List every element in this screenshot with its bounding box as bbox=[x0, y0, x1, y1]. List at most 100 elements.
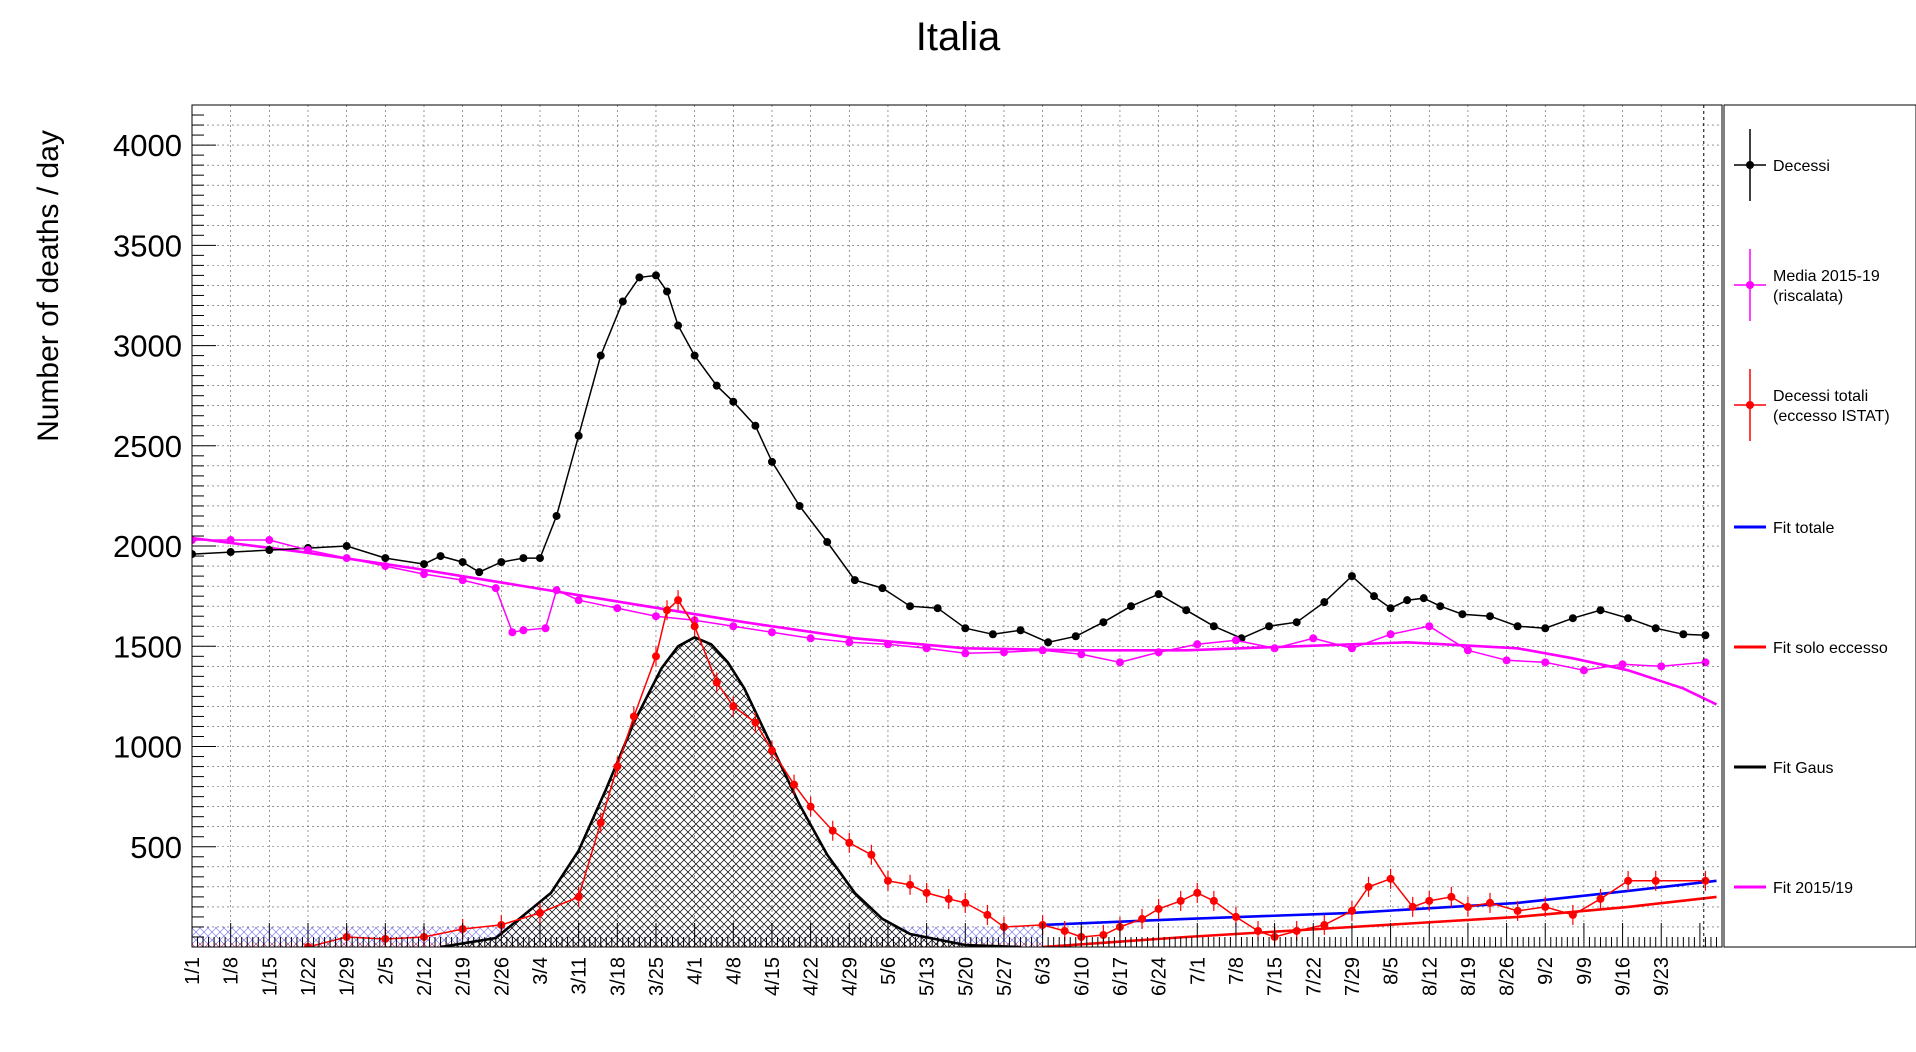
data-point bbox=[944, 894, 953, 903]
x-tick-label: 5/20 bbox=[955, 957, 977, 996]
data-point bbox=[1265, 622, 1274, 631]
x-tick-label: 8/12 bbox=[1419, 957, 1441, 996]
data-point bbox=[1154, 648, 1163, 657]
y-tick-label: 4000 bbox=[113, 128, 182, 163]
data-point bbox=[651, 612, 660, 621]
legend-marker bbox=[1746, 401, 1754, 409]
data-point bbox=[878, 584, 887, 593]
data-point bbox=[381, 554, 390, 563]
y-axis-label: Number of deaths / day bbox=[32, 130, 65, 442]
data-point bbox=[1596, 894, 1605, 903]
data-point bbox=[1624, 614, 1633, 623]
x-tick-label: 9/9 bbox=[1574, 957, 1596, 985]
data-point bbox=[767, 457, 776, 466]
x-tick-label: 7/15 bbox=[1265, 957, 1287, 996]
data-point bbox=[265, 536, 274, 545]
data-point bbox=[1463, 646, 1472, 655]
data-point bbox=[535, 908, 544, 917]
x-tick-label: 9/23 bbox=[1651, 957, 1673, 996]
data-point bbox=[999, 648, 1008, 657]
data-point bbox=[574, 892, 583, 901]
x-tick-label: 6/24 bbox=[1149, 957, 1171, 996]
data-point bbox=[751, 718, 760, 727]
x-tick-label: 2/12 bbox=[414, 957, 436, 996]
data-point bbox=[541, 624, 550, 633]
x-tick-label: 5/27 bbox=[994, 957, 1016, 996]
data-point bbox=[983, 910, 992, 919]
legend-label: Media 2015-19 (riscalata) bbox=[1773, 268, 1880, 305]
data-point bbox=[1347, 906, 1356, 915]
data-point bbox=[1651, 876, 1660, 885]
data-point bbox=[867, 850, 876, 859]
data-point bbox=[823, 538, 832, 547]
data-point bbox=[1624, 876, 1633, 885]
data-point bbox=[828, 826, 837, 835]
y-tick-label: 2500 bbox=[113, 429, 182, 464]
data-point bbox=[1193, 888, 1202, 897]
x-tick-label: 2/19 bbox=[453, 957, 475, 996]
x-tick-label: 8/26 bbox=[1497, 957, 1519, 996]
data-point bbox=[574, 596, 583, 605]
data-point bbox=[1568, 910, 1577, 919]
data-point bbox=[1115, 658, 1124, 667]
data-point bbox=[845, 838, 854, 847]
data-point bbox=[1347, 572, 1356, 581]
data-point bbox=[1408, 902, 1417, 911]
data-point bbox=[790, 780, 799, 789]
y-tick-label: 1000 bbox=[113, 730, 182, 765]
x-tick-label: 1/15 bbox=[259, 957, 281, 996]
data-point bbox=[961, 649, 970, 658]
data-point bbox=[961, 898, 970, 907]
x-tick-label: 6/3 bbox=[1033, 957, 1055, 985]
x-tick-label: 8/5 bbox=[1381, 957, 1403, 985]
data-point bbox=[574, 431, 583, 440]
data-point bbox=[1502, 656, 1511, 665]
x-tick-label: 3/18 bbox=[607, 957, 629, 996]
data-point bbox=[1231, 912, 1240, 921]
data-point bbox=[1425, 622, 1434, 631]
data-point bbox=[1138, 914, 1147, 923]
x-tick-label: 6/10 bbox=[1071, 957, 1093, 996]
data-point bbox=[712, 381, 721, 390]
data-point bbox=[690, 351, 699, 360]
data-point bbox=[674, 321, 683, 330]
y-tick-label: 3500 bbox=[113, 228, 182, 263]
data-point bbox=[1541, 658, 1550, 667]
data-point bbox=[729, 622, 738, 631]
data-point bbox=[883, 640, 892, 649]
x-tick-label: 7/1 bbox=[1187, 957, 1209, 985]
data-point bbox=[1060, 926, 1069, 935]
data-point bbox=[690, 622, 699, 631]
data-point bbox=[1292, 618, 1301, 627]
fill-areas bbox=[192, 637, 1043, 947]
data-point bbox=[922, 888, 931, 897]
data-point bbox=[1126, 602, 1135, 611]
x-tick-label: 7/8 bbox=[1226, 957, 1248, 985]
data-point bbox=[1292, 926, 1301, 935]
y-tick-label: 2000 bbox=[113, 529, 182, 564]
data-point bbox=[1386, 604, 1395, 613]
data-point bbox=[458, 576, 467, 585]
data-point bbox=[419, 560, 428, 569]
x-tick-label: 2/5 bbox=[375, 957, 397, 985]
data-point bbox=[1486, 612, 1495, 621]
series-line bbox=[192, 536, 1718, 706]
x-tick-label: 1/1 bbox=[182, 957, 204, 985]
data-point bbox=[663, 287, 672, 296]
legend-label: Fit Gaus bbox=[1773, 760, 1833, 777]
data-point bbox=[1254, 926, 1263, 935]
data-point bbox=[712, 678, 721, 687]
data-point bbox=[552, 511, 561, 520]
legend-marker bbox=[1746, 281, 1754, 289]
data-point bbox=[491, 584, 500, 593]
data-point bbox=[1364, 882, 1373, 891]
data-point bbox=[922, 644, 931, 653]
data-point bbox=[635, 273, 644, 282]
data-point bbox=[552, 586, 561, 595]
data-point bbox=[508, 628, 517, 637]
data-point bbox=[226, 536, 235, 545]
y-tick-label: 1500 bbox=[113, 629, 182, 664]
x-tick-label: 3/4 bbox=[530, 957, 552, 985]
data-point bbox=[1182, 606, 1191, 615]
